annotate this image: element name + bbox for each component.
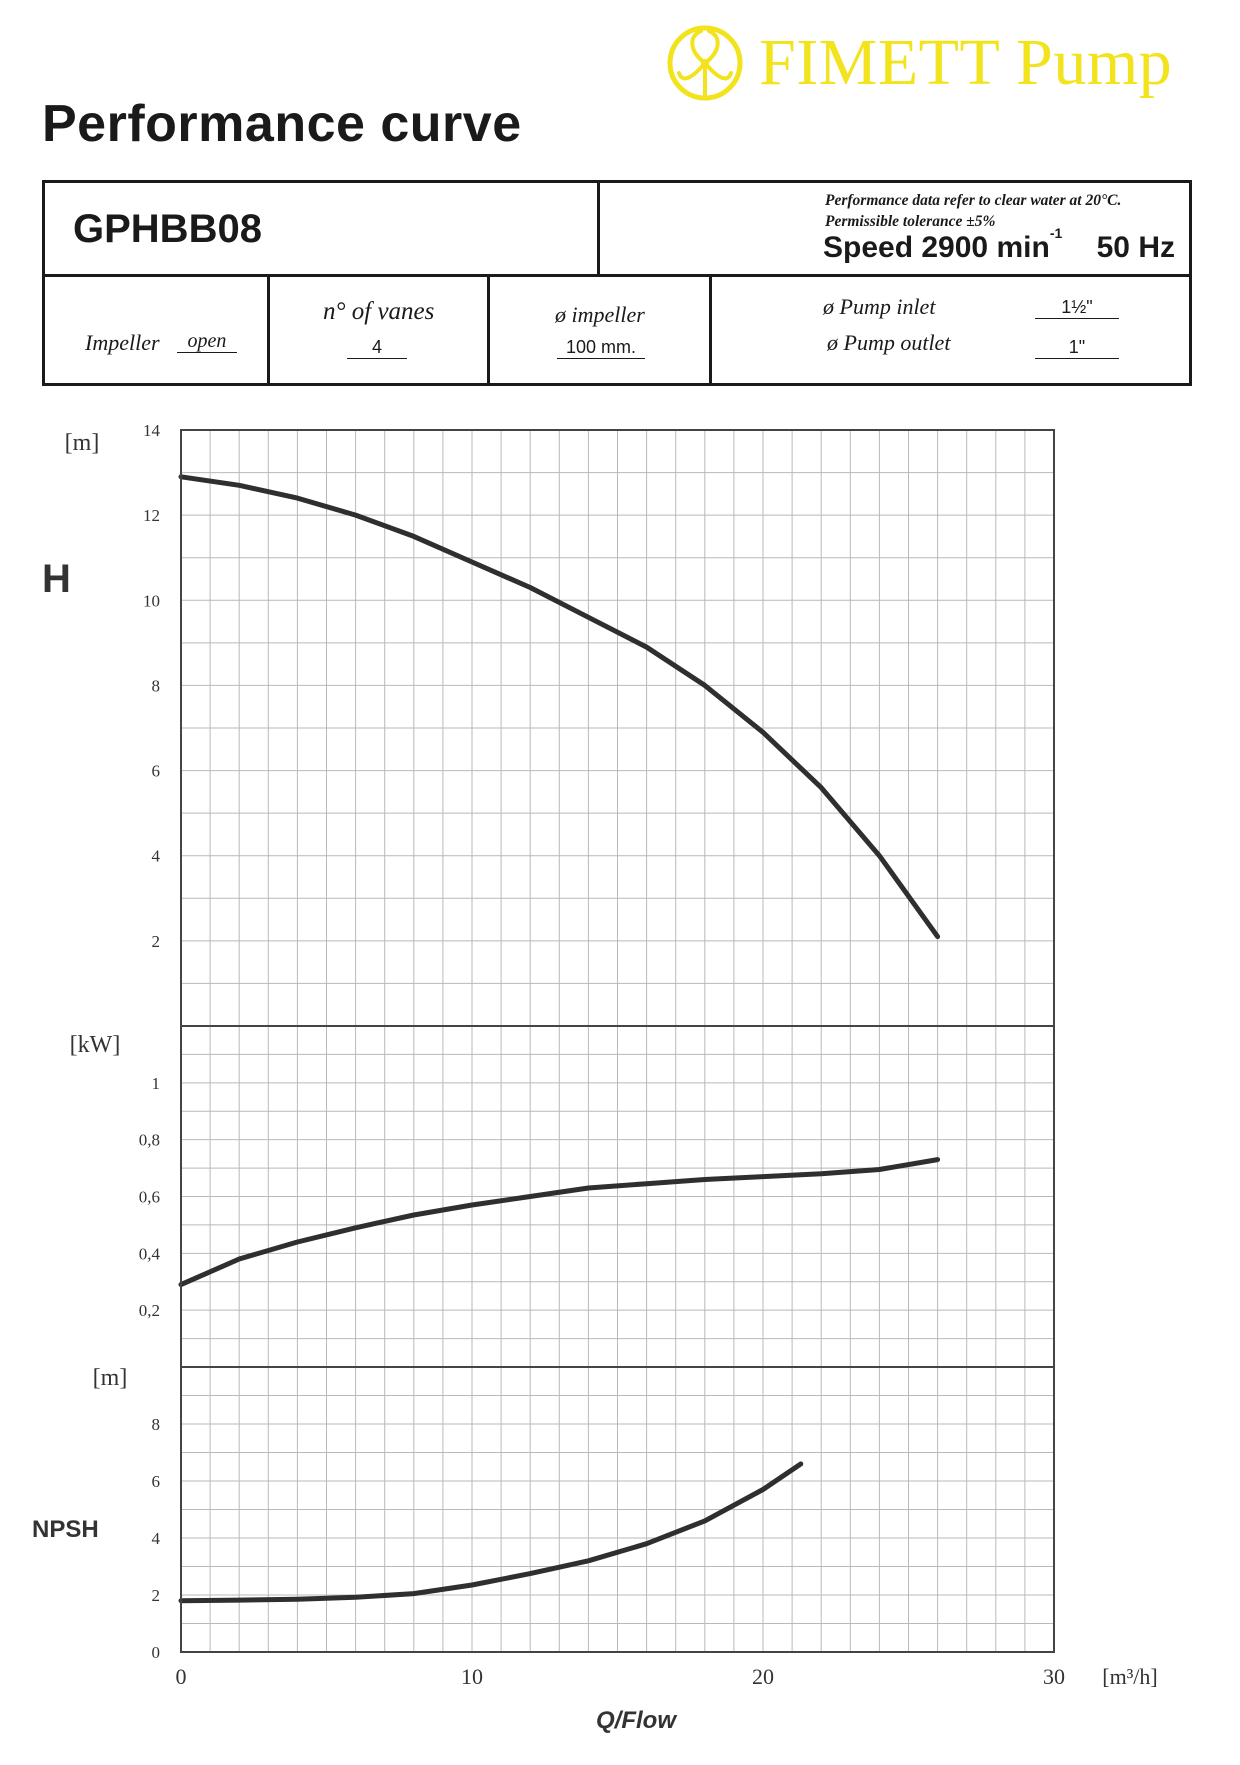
y-tick-label: 6 <box>152 762 161 781</box>
y-tick-label: 8 <box>152 676 161 695</box>
y-unit-power: [kW] <box>70 1032 121 1058</box>
head-axis-label: H <box>42 557 71 601</box>
series-line-power <box>178 1157 941 1288</box>
y-unit-npsh: [m] <box>93 1365 128 1391</box>
series-line-head <box>178 474 941 940</box>
pump-outlet-value: 1" <box>1035 336 1119 359</box>
vanes-label: n° of vanes <box>323 298 435 325</box>
note-line-2: Permissible tolerance ±5% <box>825 213 996 230</box>
brand-name: FIMETT Pump <box>759 26 1173 99</box>
note-line-1: Performance data refer to clear water at… <box>825 192 1122 209</box>
pump-outlet-label: ø Pump outlet <box>827 330 951 355</box>
divider <box>487 274 490 383</box>
y-tick-label: 10 <box>143 591 160 610</box>
y-tick-label: 8 <box>152 1415 161 1434</box>
divider <box>597 183 600 274</box>
y-tick-label: 1 <box>152 1074 161 1093</box>
model-name: GPHBB08 <box>73 207 262 251</box>
y-tick-label: 0,4 <box>139 1244 161 1263</box>
speed-value: 2900 <box>921 231 989 264</box>
speed-line: Speed 2900 min-1 50 Hz <box>823 225 1175 265</box>
y-tick-label: 12 <box>143 506 160 525</box>
x-tick-label: 0 <box>176 1664 187 1689</box>
y-tick-label: 2 <box>152 932 161 951</box>
divider <box>267 274 270 383</box>
y-tick-label: 0 <box>152 1643 161 1662</box>
y-tick-label: 0,6 <box>139 1188 160 1207</box>
y-tick-label: 2 <box>152 1586 161 1605</box>
pump-inlet-value: 1½" <box>1035 296 1119 319</box>
performance-note: Performance data refer to clear water at… <box>825 190 1121 232</box>
speed-unit: min <box>996 231 1050 264</box>
speed-label: Speed <box>823 231 914 264</box>
impeller-label: Impeller <box>85 330 160 355</box>
y-tick-label: 6 <box>152 1472 161 1491</box>
x-tick-label: 20 <box>752 1664 774 1689</box>
vanes-value: 4 <box>347 336 407 359</box>
x-unit-label: [m³/h] <box>1102 1664 1157 1689</box>
x-axis-title: Q/Flow <box>596 1707 677 1734</box>
y-tick-label: 0,8 <box>139 1131 160 1150</box>
y-tick-label: 0,2 <box>139 1301 160 1320</box>
pump-inlet-label: ø Pump inlet <box>823 294 936 319</box>
npsh-axis-label: NPSH <box>32 1516 99 1543</box>
y-tick-label: 4 <box>152 847 161 866</box>
y-tick-label: 4 <box>152 1529 161 1548</box>
y-unit-head: [m] <box>65 430 100 456</box>
impeller-diameter-value: 100 mm. <box>557 336 645 359</box>
x-tick-label: 30 <box>1043 1664 1065 1689</box>
x-tick-label: 10 <box>461 1664 483 1689</box>
impeller-diameter-label: ø impeller <box>555 302 645 327</box>
spec-detail-row: Impeller open n° of vanes 4 ø impeller 1… <box>45 274 1189 383</box>
frequency: 50 Hz <box>1096 231 1175 264</box>
page-title: Performance curve <box>42 95 522 153</box>
y-tick-label: 14 <box>143 421 161 440</box>
series-line-npsh <box>178 1461 804 1604</box>
speed-exponent: -1 <box>1049 225 1063 241</box>
brand-logo: FIMETT Pump <box>665 18 1172 108</box>
impeller-value: open <box>177 330 237 353</box>
spec-header-row: GPHBB08 Performance data refer to clear … <box>45 183 1189 277</box>
spec-table: GPHBB08 Performance data refer to clear … <box>42 180 1192 386</box>
pinwheel-logo-icon <box>667 25 743 101</box>
divider <box>709 274 712 383</box>
plot-frame <box>180 429 1055 1653</box>
